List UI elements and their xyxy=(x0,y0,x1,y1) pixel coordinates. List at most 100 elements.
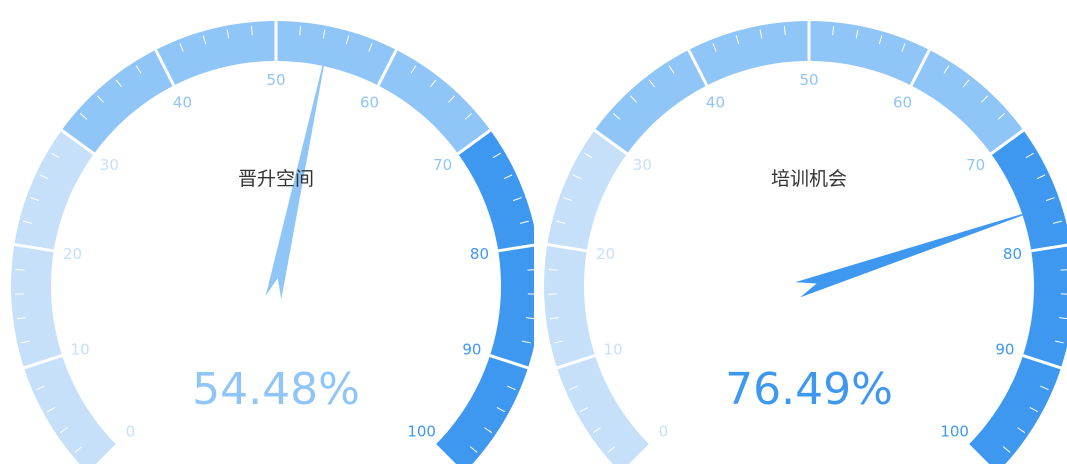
gauge-minor-tick xyxy=(1054,340,1064,344)
gauge-value-label: 76.49% xyxy=(725,364,893,415)
gauge-minor-tick xyxy=(549,317,560,320)
gauge-minor-tick xyxy=(469,446,478,453)
gauge-minor-tick xyxy=(250,26,253,36)
gauge-minor-tick xyxy=(1060,269,1067,271)
gauge-split-line xyxy=(967,444,990,464)
gauge-minor-tick xyxy=(96,95,104,103)
gauge-minor-tick xyxy=(16,317,27,320)
gauge-minor-tick xyxy=(607,446,616,453)
gauge-minor-tick xyxy=(584,152,593,159)
gauge-value-label: 54.48% xyxy=(192,364,360,415)
gauge-minor-tick xyxy=(496,406,505,413)
gauge-minor-tick xyxy=(525,317,534,320)
gauge-minor-tick xyxy=(563,197,573,202)
gauge-split-line xyxy=(60,129,95,155)
gauge-title: 培训机会 xyxy=(770,168,847,190)
gauge-svg: 0 10 20 30 40 50 60 70 80 90 100 xyxy=(11,21,534,464)
gauge-minor-tick xyxy=(1052,220,1062,224)
gauge-tick-label: 70 xyxy=(966,156,985,174)
gauge-minor-tick xyxy=(572,174,582,180)
gauge-minor-tick xyxy=(410,65,417,74)
gauge-tick-label: 100 xyxy=(407,423,436,441)
gauge-split-line xyxy=(376,49,398,87)
gauge-tick-label: 10 xyxy=(71,341,90,359)
gauge-promotion-space: 0 10 20 30 40 50 60 70 80 90 100 晋升空间 54.48% xyxy=(11,21,534,464)
gauge-split-line xyxy=(489,354,529,370)
gauge-minor-tick xyxy=(1058,317,1067,320)
gauge-minor-tick xyxy=(23,220,33,224)
gauge-minor-tick xyxy=(464,113,473,120)
gauge-minor-tick xyxy=(15,269,25,271)
gauge-split-line xyxy=(556,354,596,370)
gauge-tick-label: 30 xyxy=(100,156,119,174)
gauge-minor-tick xyxy=(135,65,142,74)
gauge-minor-tick xyxy=(668,65,675,74)
gauge-minor-tick xyxy=(74,446,83,453)
gauge-minor-tick xyxy=(79,113,88,120)
gauge-band xyxy=(61,21,491,154)
gauge-title: 晋升空间 xyxy=(237,168,314,190)
gauge-split-line xyxy=(154,49,176,87)
gauge-minor-tick xyxy=(901,43,906,52)
gauge-minor-tick xyxy=(712,43,717,52)
gauge-needle xyxy=(795,206,1047,298)
gauge-band xyxy=(11,130,117,464)
gauge-split-line xyxy=(14,243,55,253)
gauge-minor-tick xyxy=(51,152,60,159)
gauge-minor-tick xyxy=(554,340,564,344)
gauge-minor-tick xyxy=(430,79,437,88)
gauge-minor-tick xyxy=(783,26,786,36)
gauge-minor-tick xyxy=(59,427,68,434)
gauge-tick-label: 0 xyxy=(659,423,669,441)
gauge-tick-label: 50 xyxy=(266,71,285,89)
gauge-minor-tick xyxy=(527,269,534,271)
gauge-training-opportunity: 0 10 20 30 40 50 60 70 80 90 100 培训机会 76.49% xyxy=(533,0,1067,464)
gauge-split-line xyxy=(1022,354,1062,370)
gauge-minor-tick xyxy=(39,174,49,180)
gauge-minor-tick xyxy=(963,79,970,88)
gauge-band xyxy=(544,130,650,464)
gauge-tick-label: 10 xyxy=(604,341,623,359)
gauge-minor-tick xyxy=(36,385,45,391)
gauge-minor-tick xyxy=(548,269,558,271)
gauge-tick-label: 100 xyxy=(940,423,969,441)
gauge-minor-tick xyxy=(759,29,763,39)
gauge-tick-label: 40 xyxy=(706,93,725,111)
gauge-tick-label: 90 xyxy=(462,341,481,359)
gauge-minor-tick xyxy=(735,35,740,45)
gauge-minor-tick xyxy=(202,35,207,45)
gauge-split-line xyxy=(497,243,534,253)
gauge-tick-label: 90 xyxy=(995,341,1014,359)
gauge-minor-tick xyxy=(521,340,531,344)
gauge-minor-tick xyxy=(556,220,566,224)
gauge-minor-tick xyxy=(484,427,493,434)
gauge-minor-tick xyxy=(30,197,40,202)
gauge-minor-tick xyxy=(115,79,122,88)
gauge-tick-label: 80 xyxy=(1003,245,1022,263)
gauge-minor-tick xyxy=(1029,406,1038,413)
gauge-band xyxy=(435,130,534,464)
gauge-minor-tick xyxy=(448,95,456,103)
gauge-split-line xyxy=(547,243,588,253)
gauge-minor-tick xyxy=(345,35,350,45)
gauge-split-line xyxy=(95,444,118,464)
gauge-tick-label: 80 xyxy=(470,245,489,263)
gauge-minor-tick xyxy=(226,29,230,39)
gauge-svg: 0 10 20 30 40 50 60 70 80 90 100 xyxy=(544,21,1067,464)
gauge-minor-tick xyxy=(981,95,989,103)
gauge-minor-tick xyxy=(368,43,373,52)
gauge-minor-tick xyxy=(47,406,56,413)
gauge-minor-tick xyxy=(629,95,637,103)
gauge-minor-tick xyxy=(943,65,950,74)
gauge-minor-tick xyxy=(322,29,326,39)
gauge-minor-tick xyxy=(592,427,601,434)
gauge-minor-tick xyxy=(1017,427,1026,434)
gauge-tick-label: 60 xyxy=(893,93,912,111)
gauge-split-line xyxy=(434,444,457,464)
gauge-minor-tick xyxy=(512,197,522,202)
gauge-needle xyxy=(265,41,329,300)
gauge-minor-tick xyxy=(612,113,621,120)
gauge-minor-tick xyxy=(492,152,501,159)
gauge-split-line xyxy=(990,129,1025,155)
